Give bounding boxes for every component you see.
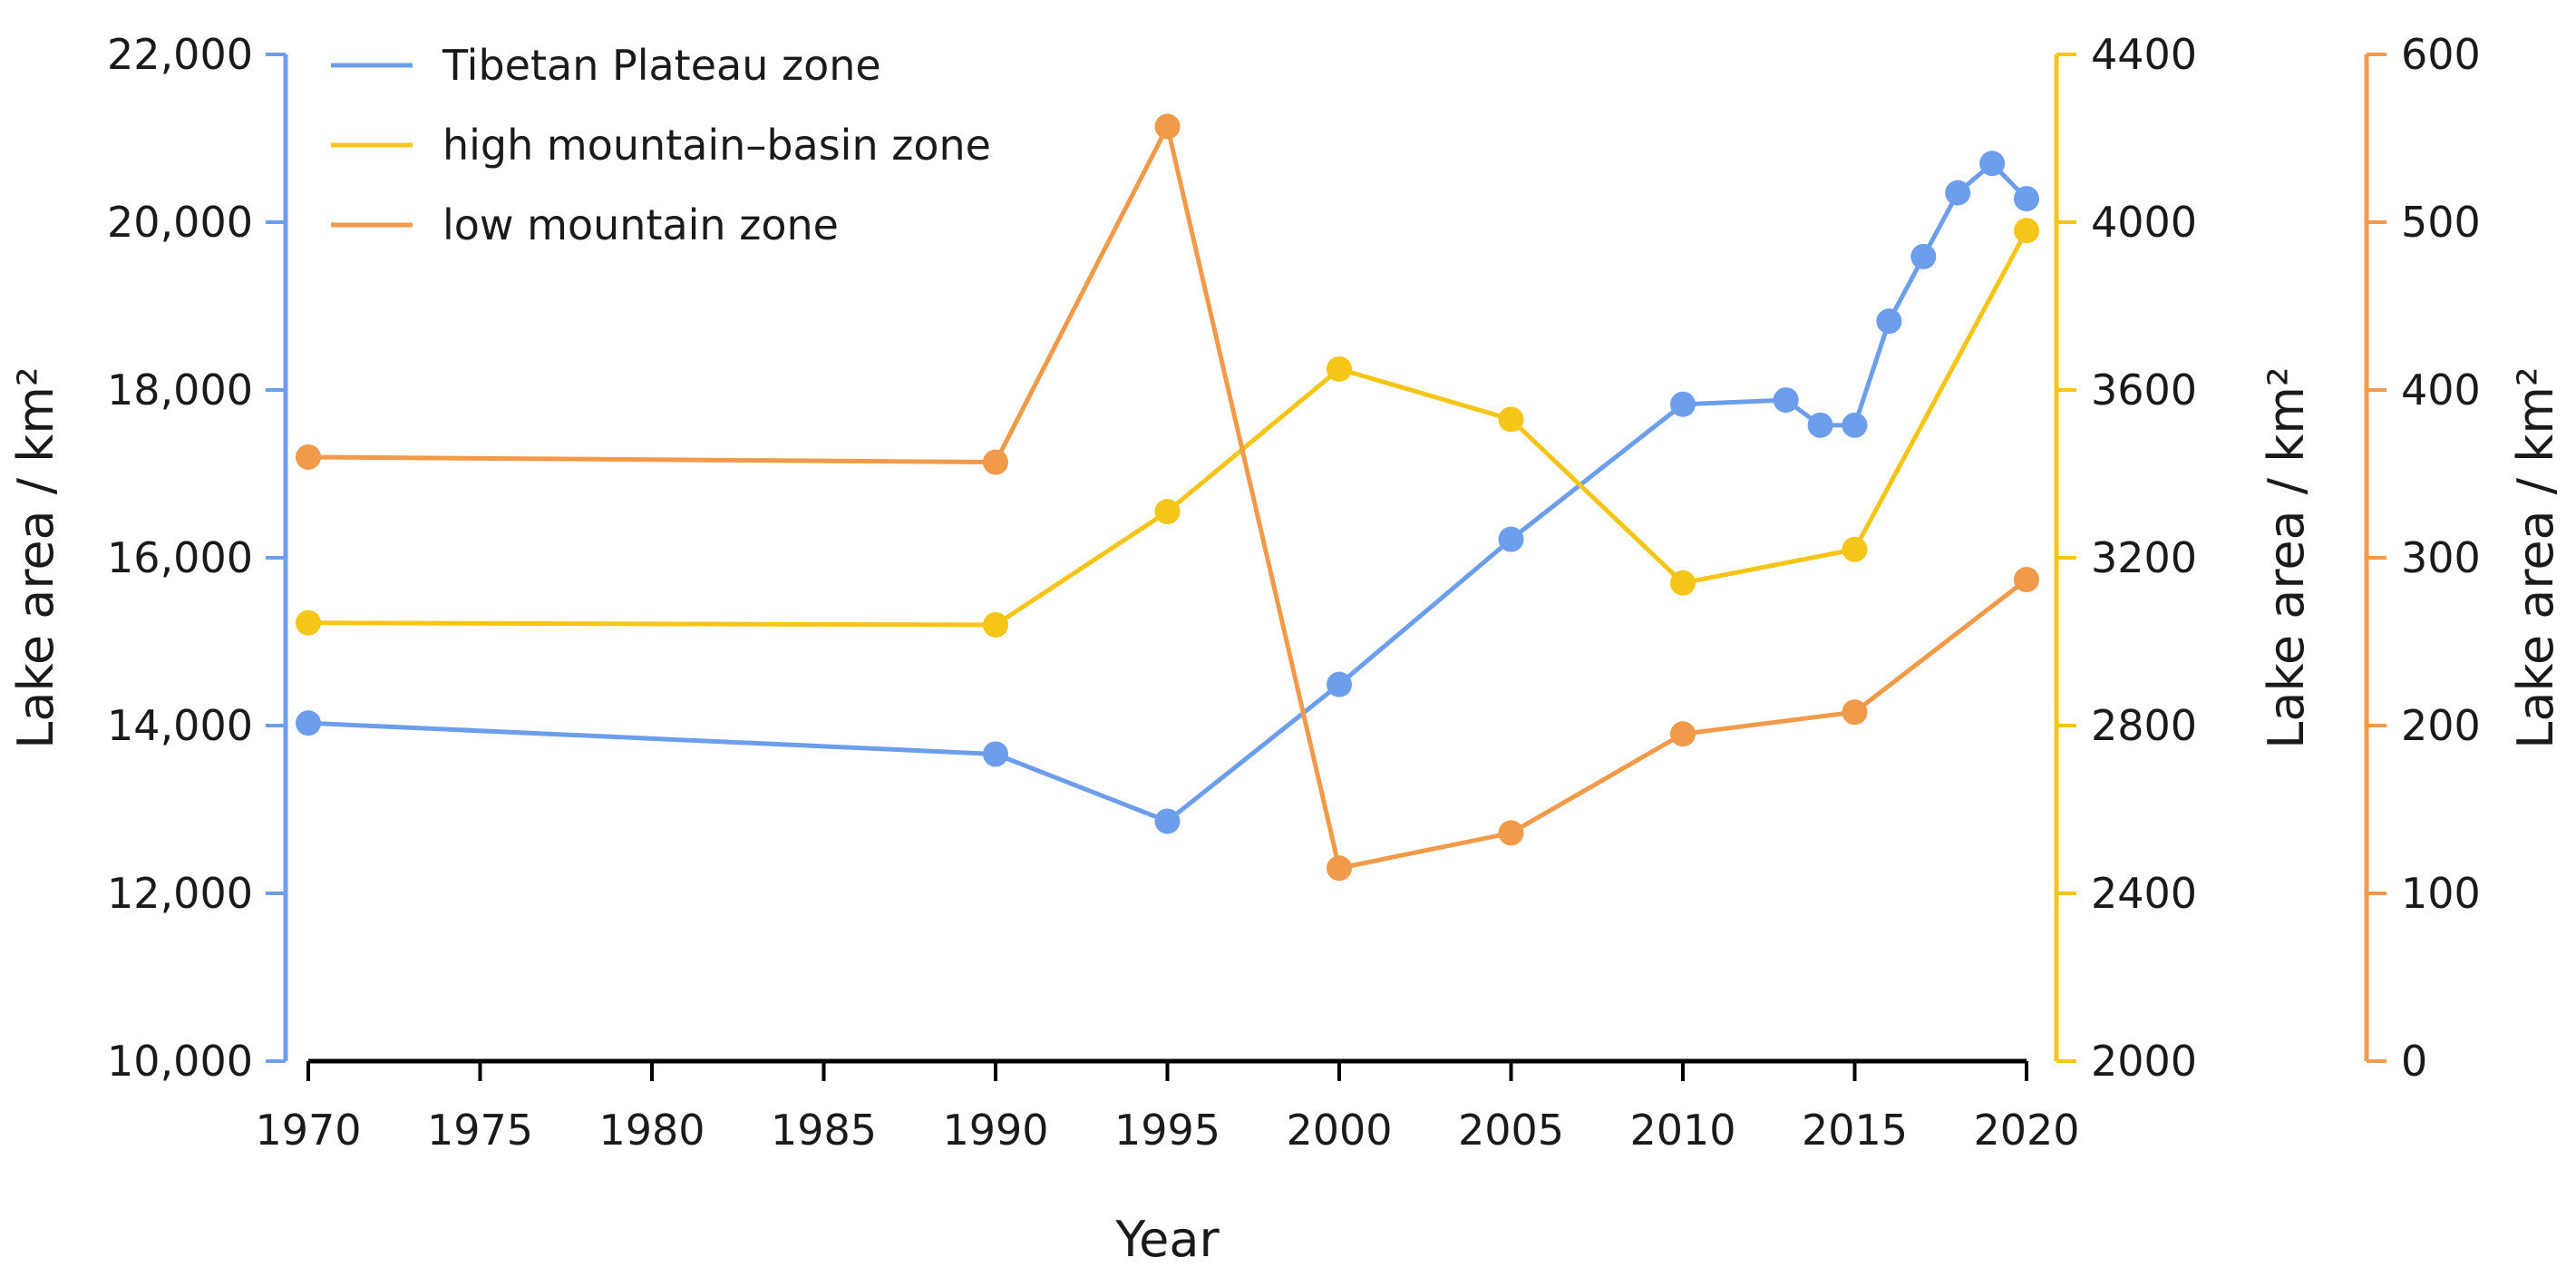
right1-tick-label-2800: 2800 — [2091, 701, 2197, 750]
data-point-0-2019 — [1979, 151, 2006, 177]
right2-tick-label-0: 0 — [2401, 1037, 2427, 1086]
data-point-2-2010 — [1670, 721, 1696, 747]
right1-tick-label-3600: 3600 — [2091, 366, 2197, 414]
series-line-2 — [307, 124, 2028, 871]
legend-label-2: low mountain zone — [442, 200, 839, 249]
series-line-1 — [307, 229, 2029, 628]
data-point-1-1995 — [1154, 499, 1181, 525]
data-point-1-1990 — [983, 612, 1008, 638]
data-point-0-2014 — [1807, 412, 1833, 438]
data-point-2-1970 — [296, 444, 321, 470]
left-axis-title: Lake area / km² — [7, 366, 64, 748]
x-tick-label-1970: 1970 — [255, 1106, 361, 1155]
right2-tick-label-500: 500 — [2401, 198, 2481, 247]
x-tick-label-2000: 2000 — [1286, 1106, 1392, 1155]
left-tick-label-20000: 20,000 — [107, 198, 253, 247]
data-point-0-1990 — [983, 741, 1008, 767]
data-point-0-2016 — [1876, 308, 1902, 335]
data-point-0-2005 — [1498, 526, 1524, 552]
data-point-2-1990 — [983, 449, 1008, 475]
data-point-1-2010 — [1670, 570, 1696, 596]
axes-layer: 1970 1975 1980 1985 1990 1995 2000 2005 2010 2015… — [107, 30, 2481, 1155]
legend-item-0: Tibetan Plateau zone — [331, 41, 881, 90]
x-tick-label-1985: 1985 — [771, 1106, 877, 1155]
right2-tick-label-100: 100 — [2401, 869, 2481, 918]
x-tick-label-2005: 2005 — [1458, 1106, 1564, 1155]
data-point-2-1995 — [1154, 113, 1181, 140]
x-tick-label-1990: 1990 — [942, 1106, 1048, 1155]
series-0 — [296, 151, 2039, 834]
data-point-2-2000 — [1327, 855, 1352, 882]
x-tick-label-2020: 2020 — [1973, 1106, 2079, 1155]
right2-axis-title: Lake area / km² — [2507, 366, 2564, 748]
legend: Tibetan Plateau zone high mountain–basin … — [331, 41, 991, 249]
data-point-0-2017 — [1910, 243, 1937, 269]
data-point-0-1995 — [1154, 808, 1181, 834]
left-tick-label-16000: 16,000 — [107, 533, 253, 582]
left-tick-label-12000: 12,000 — [107, 869, 253, 918]
x-tick-label-1995: 1995 — [1114, 1106, 1220, 1155]
right1-tick-label-3200: 3200 — [2091, 533, 2197, 582]
series-1 — [296, 218, 2039, 638]
right2-tick-label-400: 400 — [2401, 366, 2481, 414]
x-tick-label-1980: 1980 — [598, 1106, 705, 1155]
data-point-2-2020 — [2014, 567, 2039, 593]
data-point-1-2005 — [1498, 406, 1524, 433]
right2-tick-label-600: 600 — [2401, 30, 2481, 79]
series-2 — [296, 113, 2039, 882]
x-tick-label-2010: 2010 — [1629, 1106, 1735, 1155]
data-point-0-2015 — [1842, 412, 1868, 438]
data-point-0-2020 — [2014, 186, 2039, 212]
legend-label-1: high mountain–basin zone — [442, 121, 991, 170]
data-point-1-2020 — [2014, 218, 2039, 244]
legend-label-0: Tibetan Plateau zone — [442, 41, 881, 90]
x-tick-label-1975: 1975 — [427, 1106, 533, 1155]
left-tick-label-18000: 18,000 — [107, 366, 253, 414]
data-point-0-2000 — [1327, 671, 1352, 697]
right1-axis-title: Lake area / km² — [2258, 366, 2315, 748]
data-point-2-2005 — [1498, 820, 1524, 846]
data-point-0-2013 — [1773, 387, 1799, 414]
right1-tick-label-2400: 2400 — [2091, 869, 2197, 918]
data-point-1-1970 — [296, 609, 321, 636]
x-axis-title: Year — [1114, 1211, 1220, 1268]
right1-tick-label-2000: 2000 — [2091, 1037, 2197, 1086]
series-layer — [296, 113, 2039, 882]
right2-tick-label-300: 300 — [2401, 533, 2481, 582]
left-tick-label-10000: 10,000 — [107, 1037, 253, 1086]
left-tick-label-22000: 22,000 — [107, 30, 253, 79]
right1-tick-label-4400: 4400 — [2091, 30, 2197, 79]
data-point-1-2000 — [1327, 356, 1352, 382]
legend-item-2: low mountain zone — [331, 200, 839, 249]
data-point-0-2010 — [1670, 391, 1696, 417]
axis-titles: Year Lake area / km² Lake area / km² Lake a… — [7, 366, 2564, 1268]
data-point-0-1970 — [296, 710, 321, 736]
data-point-0-2018 — [1945, 180, 1971, 206]
right2-tick-label-200: 200 — [2401, 701, 2481, 750]
data-point-2-2015 — [1842, 699, 1868, 726]
legend-item-1: high mountain–basin zone — [331, 121, 991, 170]
x-tick-label-2015: 2015 — [1802, 1106, 1908, 1155]
right1-tick-label-4000: 4000 — [2091, 198, 2197, 247]
data-point-1-2015 — [1842, 536, 1868, 562]
left-tick-label-14000: 14,000 — [107, 701, 253, 750]
